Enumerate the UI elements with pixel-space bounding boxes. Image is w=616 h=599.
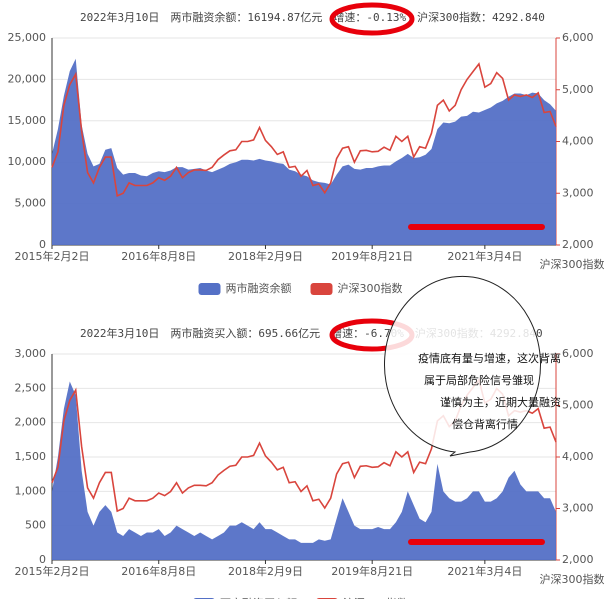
y2-tick-label: 3,000 bbox=[562, 186, 594, 199]
x-tick-label: 2018年2月9日 bbox=[228, 564, 303, 578]
x-tick-label: 2016年8月8日 bbox=[121, 249, 196, 263]
highlight-ellipse bbox=[329, 2, 415, 36]
annotation: 疫情底有量与增速，这次背离 bbox=[418, 351, 561, 365]
annotation: 偿仓背离行情 bbox=[452, 417, 518, 431]
y2-tick-label: 6,000 bbox=[562, 31, 594, 44]
x-tick-label: 2019年8月21日 bbox=[331, 564, 413, 578]
y2-axis-label: 沪深300指数 bbox=[540, 257, 605, 271]
area bbox=[52, 381, 556, 560]
legend-label: 两市融资余额 bbox=[226, 281, 292, 295]
y-tick-label: 1,000 bbox=[15, 484, 47, 497]
y-tick-label: 25,000 bbox=[8, 31, 47, 44]
subtitle: 2022年3月10日 两市融资余额：16194.87亿元 增速：-0.13% 沪… bbox=[80, 10, 545, 24]
x-tick-label: 2016年8月8日 bbox=[121, 564, 196, 578]
y-tick-label: 10,000 bbox=[8, 155, 47, 168]
y-tick-label: 15,000 bbox=[8, 114, 47, 127]
y2-tick-label: 6,000 bbox=[562, 347, 594, 360]
legend-label: 沪深300指数 bbox=[343, 596, 408, 599]
x-tick-label: 2015年2月2日 bbox=[15, 249, 90, 263]
y2-tick-label: 5,000 bbox=[562, 399, 594, 412]
annotation: 谨慎为主，近期大量融资 bbox=[440, 395, 561, 409]
annotation: 属于局部危险信号雏现 bbox=[424, 373, 534, 387]
y-tick-label: 2,000 bbox=[15, 416, 47, 429]
area bbox=[52, 58, 556, 246]
y2-tick-label: 4,000 bbox=[562, 135, 594, 148]
x-tick-label: 2021年3月4日 bbox=[447, 249, 522, 263]
watermark-cover bbox=[408, 224, 545, 230]
legend-swatch bbox=[198, 283, 221, 295]
legend-swatch bbox=[310, 283, 333, 295]
y-tick-label: 0 bbox=[39, 238, 46, 251]
y2-tick-label: 3,000 bbox=[562, 502, 594, 515]
y2-tick-label: 2,000 bbox=[562, 553, 594, 566]
y2-tick-label: 4,000 bbox=[562, 450, 594, 463]
y-tick-label: 1,500 bbox=[15, 450, 47, 463]
y2-tick-label: 2,000 bbox=[562, 238, 594, 251]
y-tick-label: 5,000 bbox=[15, 197, 47, 210]
y-tick-label: 3,000 bbox=[15, 347, 47, 360]
legend-label: 沪深300指数 bbox=[338, 281, 403, 295]
line bbox=[51, 62, 557, 197]
legend-label: 两市融资买入额 bbox=[220, 596, 297, 599]
watermark-cover bbox=[408, 539, 545, 545]
x-tick-label: 2018年2月9日 bbox=[228, 249, 303, 263]
x-tick-label: 2021年3月4日 bbox=[447, 564, 522, 578]
y2-tick-label: 5,000 bbox=[562, 83, 594, 96]
y-tick-label: 500 bbox=[25, 519, 46, 532]
x-tick-label: 2015年2月2日 bbox=[15, 564, 90, 578]
y-tick-label: 0 bbox=[39, 553, 46, 566]
y2-axis-label: 沪深300指数 bbox=[540, 572, 605, 586]
y-tick-label: 20,000 bbox=[8, 72, 47, 85]
x-tick-label: 2019年8月21日 bbox=[331, 249, 413, 263]
y-tick-label: 2,500 bbox=[15, 381, 47, 394]
speech-bubble bbox=[384, 275, 541, 457]
